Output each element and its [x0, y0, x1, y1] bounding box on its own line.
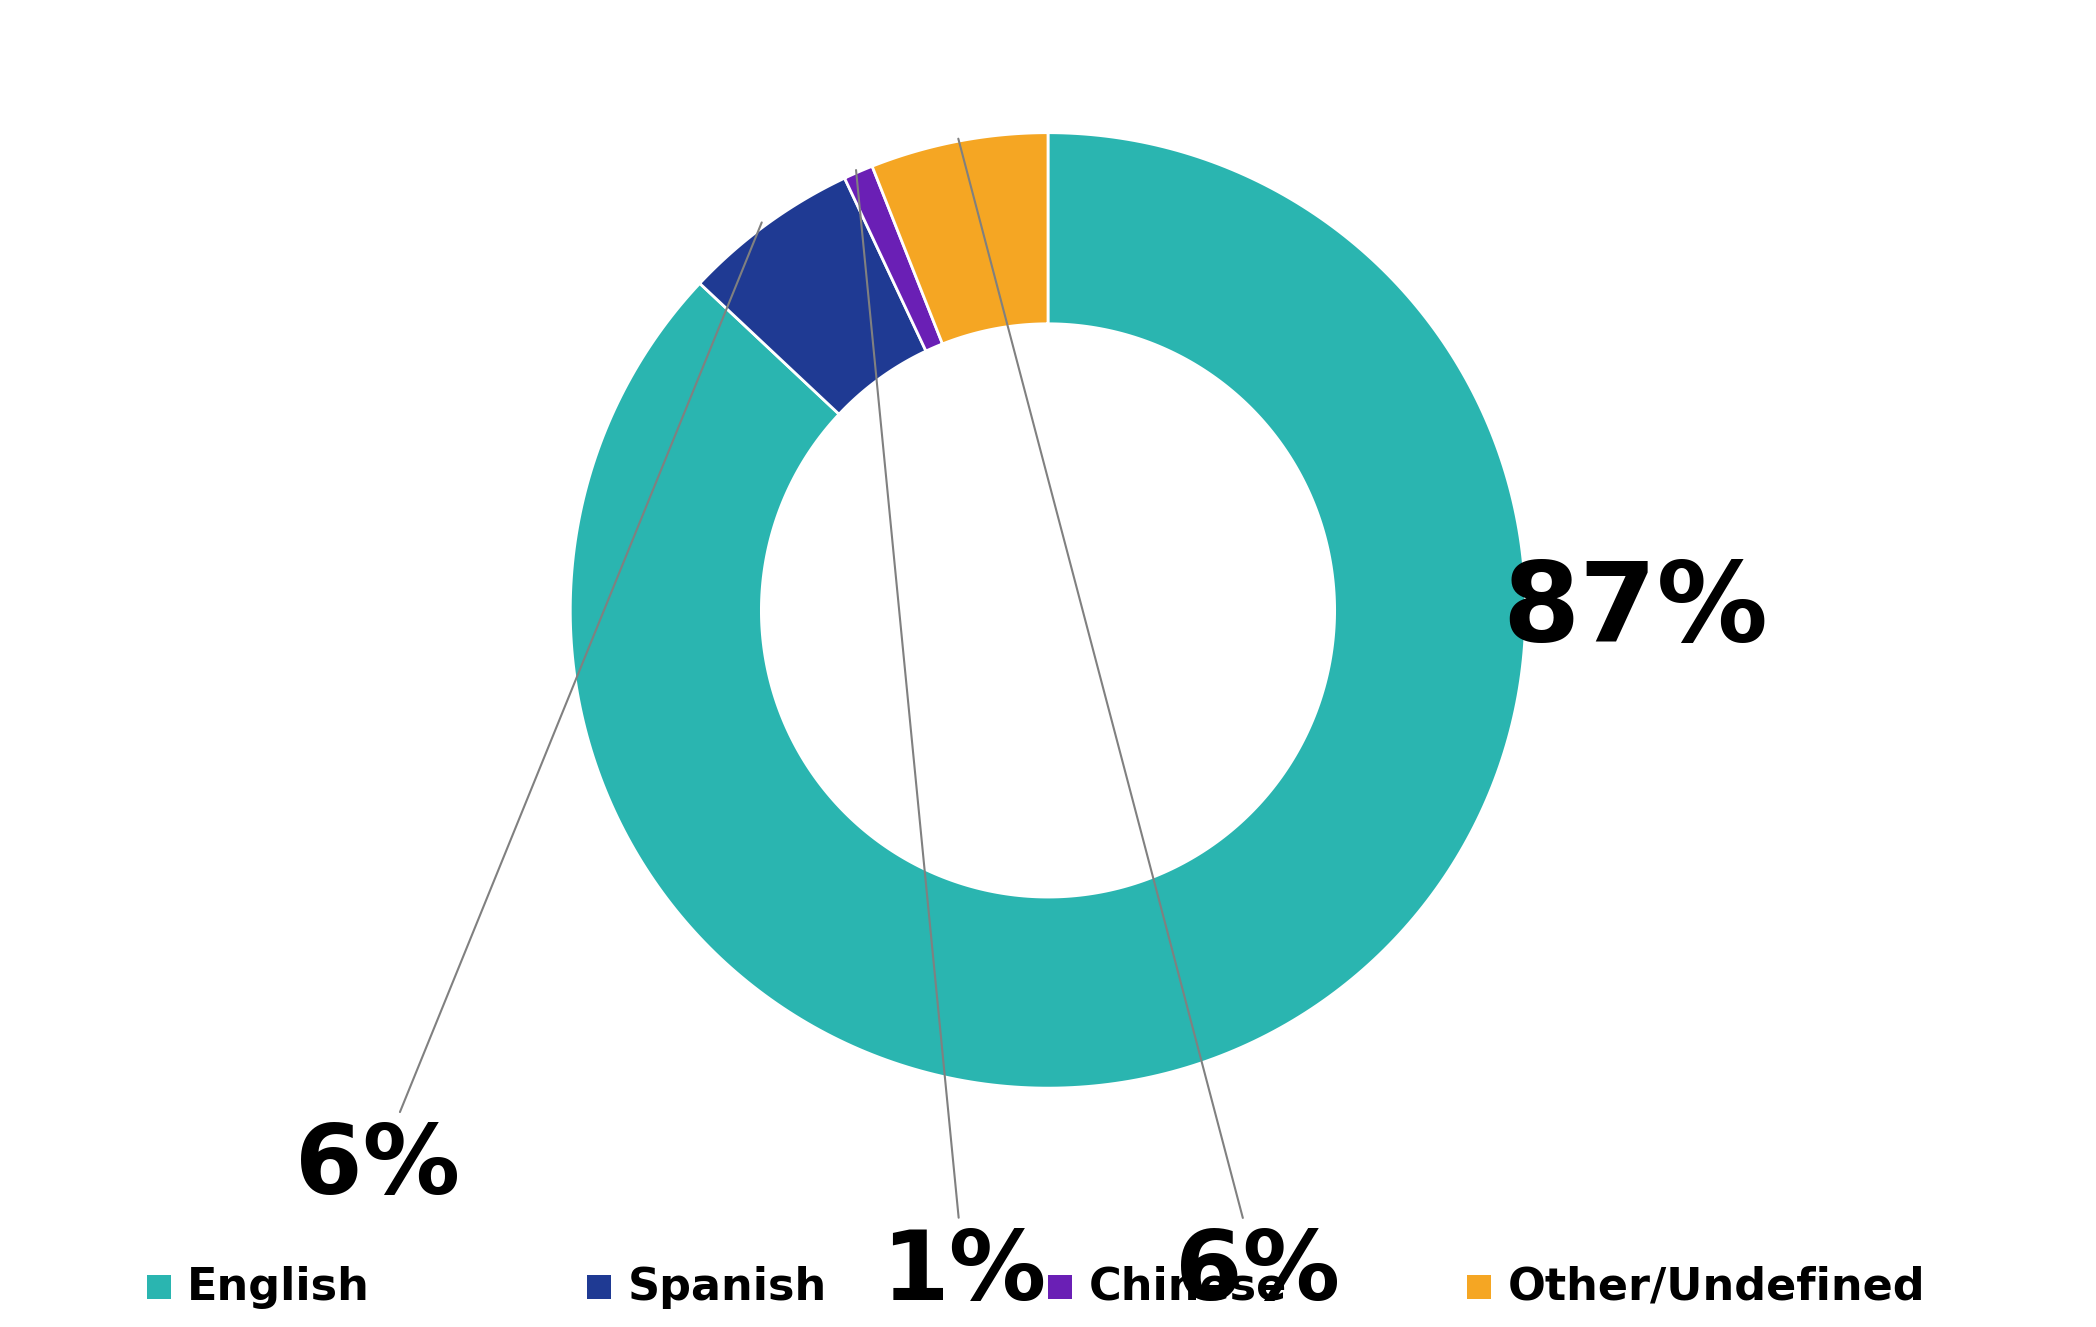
Bar	[147, 1275, 170, 1299]
Text: 6%: 6%	[958, 139, 1339, 1320]
Polygon shape	[872, 133, 1048, 344]
Bar	[1467, 1275, 1490, 1299]
Polygon shape	[845, 166, 943, 352]
Bar	[587, 1275, 610, 1299]
Text: Chinese: Chinese	[1088, 1266, 1287, 1308]
Text: Spanish: Spanish	[627, 1266, 826, 1308]
Polygon shape	[570, 133, 1526, 1088]
Text: Other/Undefined: Other/Undefined	[1507, 1266, 1926, 1308]
Text: 87%: 87%	[1503, 557, 1767, 664]
Text: 6%: 6%	[296, 223, 761, 1214]
Polygon shape	[700, 178, 926, 414]
Text: English: English	[187, 1266, 371, 1308]
Bar	[1048, 1275, 1071, 1299]
Text: 1%: 1%	[855, 170, 1046, 1320]
